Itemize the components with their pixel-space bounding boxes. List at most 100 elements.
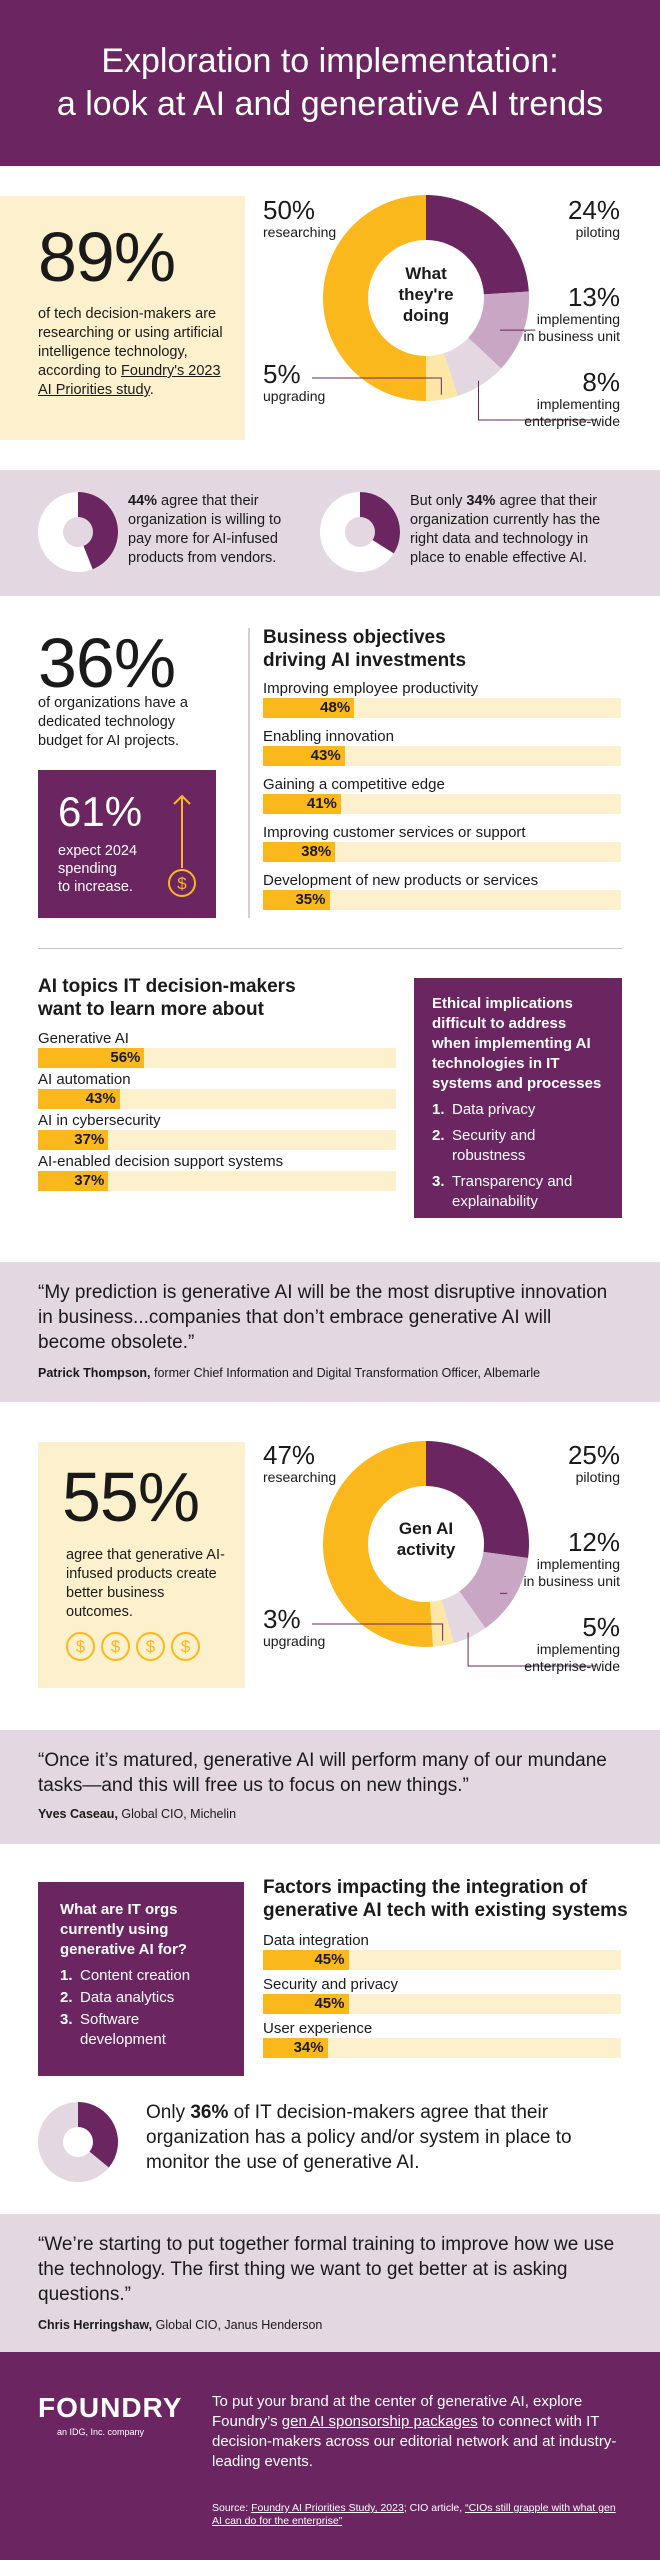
objective-value-label: 35% <box>295 891 326 908</box>
title-line-1: Exploration to implementation: <box>101 42 559 80</box>
objective-value-label: 38% <box>301 843 332 860</box>
donut-1-lbl-8b: enterprise-wide <box>524 413 620 429</box>
stat-89-text-pre: of tech decision-makers are researching … <box>38 306 223 379</box>
stat-55-value: 55% <box>62 1458 200 1536</box>
policy-36-pie <box>38 2102 118 2182</box>
agree-44-pct: 44% <box>128 493 158 509</box>
factor-bar <box>263 1994 349 2014</box>
stat-55-text: agree that generative AI-infused product… <box>66 1547 225 1620</box>
ai-priorities-study-link[interactable]: Foundry's 2023 AI Priorities study <box>38 363 221 398</box>
budget-value: 36% <box>38 624 176 702</box>
factors-title: Factors impacting the integration of gene… <box>263 1876 628 1922</box>
objective-value-label: 41% <box>306 795 337 812</box>
objective-bar <box>263 890 330 910</box>
quote-1-name: Patrick Thompson, <box>38 1366 151 1380</box>
topic-label: AI automation <box>38 1071 131 1088</box>
topic-label: AI-enabled decision support systems <box>38 1153 284 1170</box>
objective-row: Improving employee productivity 48% <box>263 680 621 718</box>
topics-bar-chart: Generative AI 56% AI automation 43% AI in cy… <box>38 1030 396 1194</box>
objective-label: Gaining a competitive edge <box>263 776 445 793</box>
spend-line-2: spending <box>58 861 117 877</box>
source-article-link[interactable]: “CIOs still grapple with what gen AI can… <box>212 2502 616 2527</box>
uses-num: 2. <box>60 1989 73 2006</box>
budget-text: of organizations have a dedicated techno… <box>38 695 188 749</box>
ethics-num: 3. <box>432 1173 445 1190</box>
topic-row: AI-enabled decision support systems 37% <box>38 1153 396 1191</box>
topic-label: Generative AI <box>38 1030 129 1047</box>
policy-pct: 36% <box>190 2102 229 2123</box>
donut-2-segment-1 <box>426 1441 529 1559</box>
objective-bar <box>263 842 336 862</box>
source-mid: ; CIO article, <box>403 2502 466 2514</box>
page-title: Exploration to implementation: a look at … <box>0 0 660 126</box>
footer-source: Source: Foundry AI Priorities Study, 202… <box>212 2502 624 2528</box>
uses-title: What are IT orgs currently using generat… <box>60 1901 187 1958</box>
donut-1-label-bu: 13% implementing in business unit <box>523 283 620 345</box>
factor-bar <box>263 1950 349 1970</box>
donut-2-lbl-3: upgrading <box>263 1633 326 1649</box>
objective-label: Enabling innovation <box>263 728 394 745</box>
donut-2-lbl-25: piloting <box>575 1469 620 1485</box>
topics-title-2: want to learn more about <box>38 999 264 1020</box>
source-study-link[interactable]: Foundry AI Priorities Study, 2023 <box>251 2502 404 2514</box>
quote-1-band: “My prediction is generative AI will be … <box>0 1262 660 1402</box>
factor-label: Security and privacy <box>263 1976 399 1993</box>
donut-1-segment-4 <box>426 353 458 401</box>
objectives-title-2: driving AI investments <box>263 650 467 671</box>
topic-track: 56% <box>38 1048 396 1068</box>
uses-text: Software development <box>80 2011 166 2048</box>
factors-title-2: generative AI tech with existing systems <box>263 1900 628 1921</box>
donut-2-label-upgrading: 3% upgrading <box>263 1605 325 1650</box>
ethics-num: 1. <box>432 1101 445 1118</box>
objectives-title-1: Business objectives <box>263 627 446 648</box>
objective-bar <box>263 698 355 718</box>
quote-1-text: “My prediction is generative AI will be … <box>38 1282 608 1353</box>
stat-89-text: of tech decision-makers are researching … <box>38 305 228 400</box>
spend-text: expect 2024 spending to increase. <box>58 842 137 896</box>
objective-bar <box>263 746 345 766</box>
objective-track: 35% <box>263 890 621 910</box>
donut-1-pct-8: 8% <box>582 367 620 397</box>
uses-num: 3. <box>60 2011 73 2028</box>
sponsorship-packages-link[interactable]: gen AI sponsorship packages <box>281 2413 478 2430</box>
topic-bar <box>38 1171 109 1191</box>
donut-1-lbl-50: researching <box>263 224 337 240</box>
topic-bar <box>38 1048 145 1068</box>
donut-1-pct-50: 50% <box>263 195 316 225</box>
spend-line-1: expect 2024 <box>58 843 138 859</box>
topic-track: 43% <box>38 1089 396 1109</box>
quote-1-role: former Chief Information and Digital Tra… <box>150 1366 541 1380</box>
donut-1-lbl-5: upgrading <box>263 388 326 404</box>
stat-89-panel: 89% of tech decision-makers are research… <box>0 196 245 440</box>
objective-row: Enabling innovation 43% <box>263 728 621 766</box>
source-pre: Source: <box>212 2502 252 2514</box>
objective-track: 41% <box>263 794 621 814</box>
stat-89-text-post: . <box>149 382 154 398</box>
coin-row: $ $ $ $ <box>66 1632 200 1661</box>
ethics-item: 1. Data privacy <box>432 1100 604 1120</box>
factor-row: Security and privacy 45% <box>263 1976 621 2014</box>
donut-2-lbl-47: researching <box>263 1469 337 1485</box>
agree-34-pie <box>320 492 400 572</box>
objective-value-label: 48% <box>320 699 351 716</box>
donut-1-leader-5 <box>312 377 442 395</box>
factor-row: User experience 34% <box>263 2020 621 2058</box>
donut-2-label-bu: 12% implementing in business unit <box>523 1528 620 1590</box>
title-line-2: a look at AI and generative AI trends <box>56 85 604 123</box>
uses-list: 1. Content creation 2. Data analytics 3. So… <box>60 1966 222 2050</box>
objective-row: Development of new products or services 3… <box>263 872 621 910</box>
donut-2-pct-3: 3% <box>263 1604 301 1634</box>
uses-text: Data analytics <box>80 1989 175 2006</box>
section-3-rule <box>248 628 250 918</box>
donut-2-lbl-5b: enterprise-wide <box>524 1658 620 1674</box>
donut-1-label-piloting: 24% piloting <box>568 196 620 241</box>
donut-1-label-ew: 8% implementing enterprise-wide <box>524 368 620 430</box>
topic-label: AI in cybersecurity <box>38 1112 161 1129</box>
donut-1-lbl-13b: in business unit <box>523 328 620 344</box>
quote-2-role: Global CIO, Michelin <box>117 1807 237 1821</box>
foundry-tagline: an IDG, Inc. company <box>57 2427 145 2437</box>
donut-1-lbl-13a: implementing <box>536 311 620 327</box>
objective-row: Improving customer services or support 38… <box>263 824 621 862</box>
ethics-item: 3. Transparency and explainability <box>432 1172 604 1212</box>
donut-1-pct-5: 5% <box>263 359 301 389</box>
